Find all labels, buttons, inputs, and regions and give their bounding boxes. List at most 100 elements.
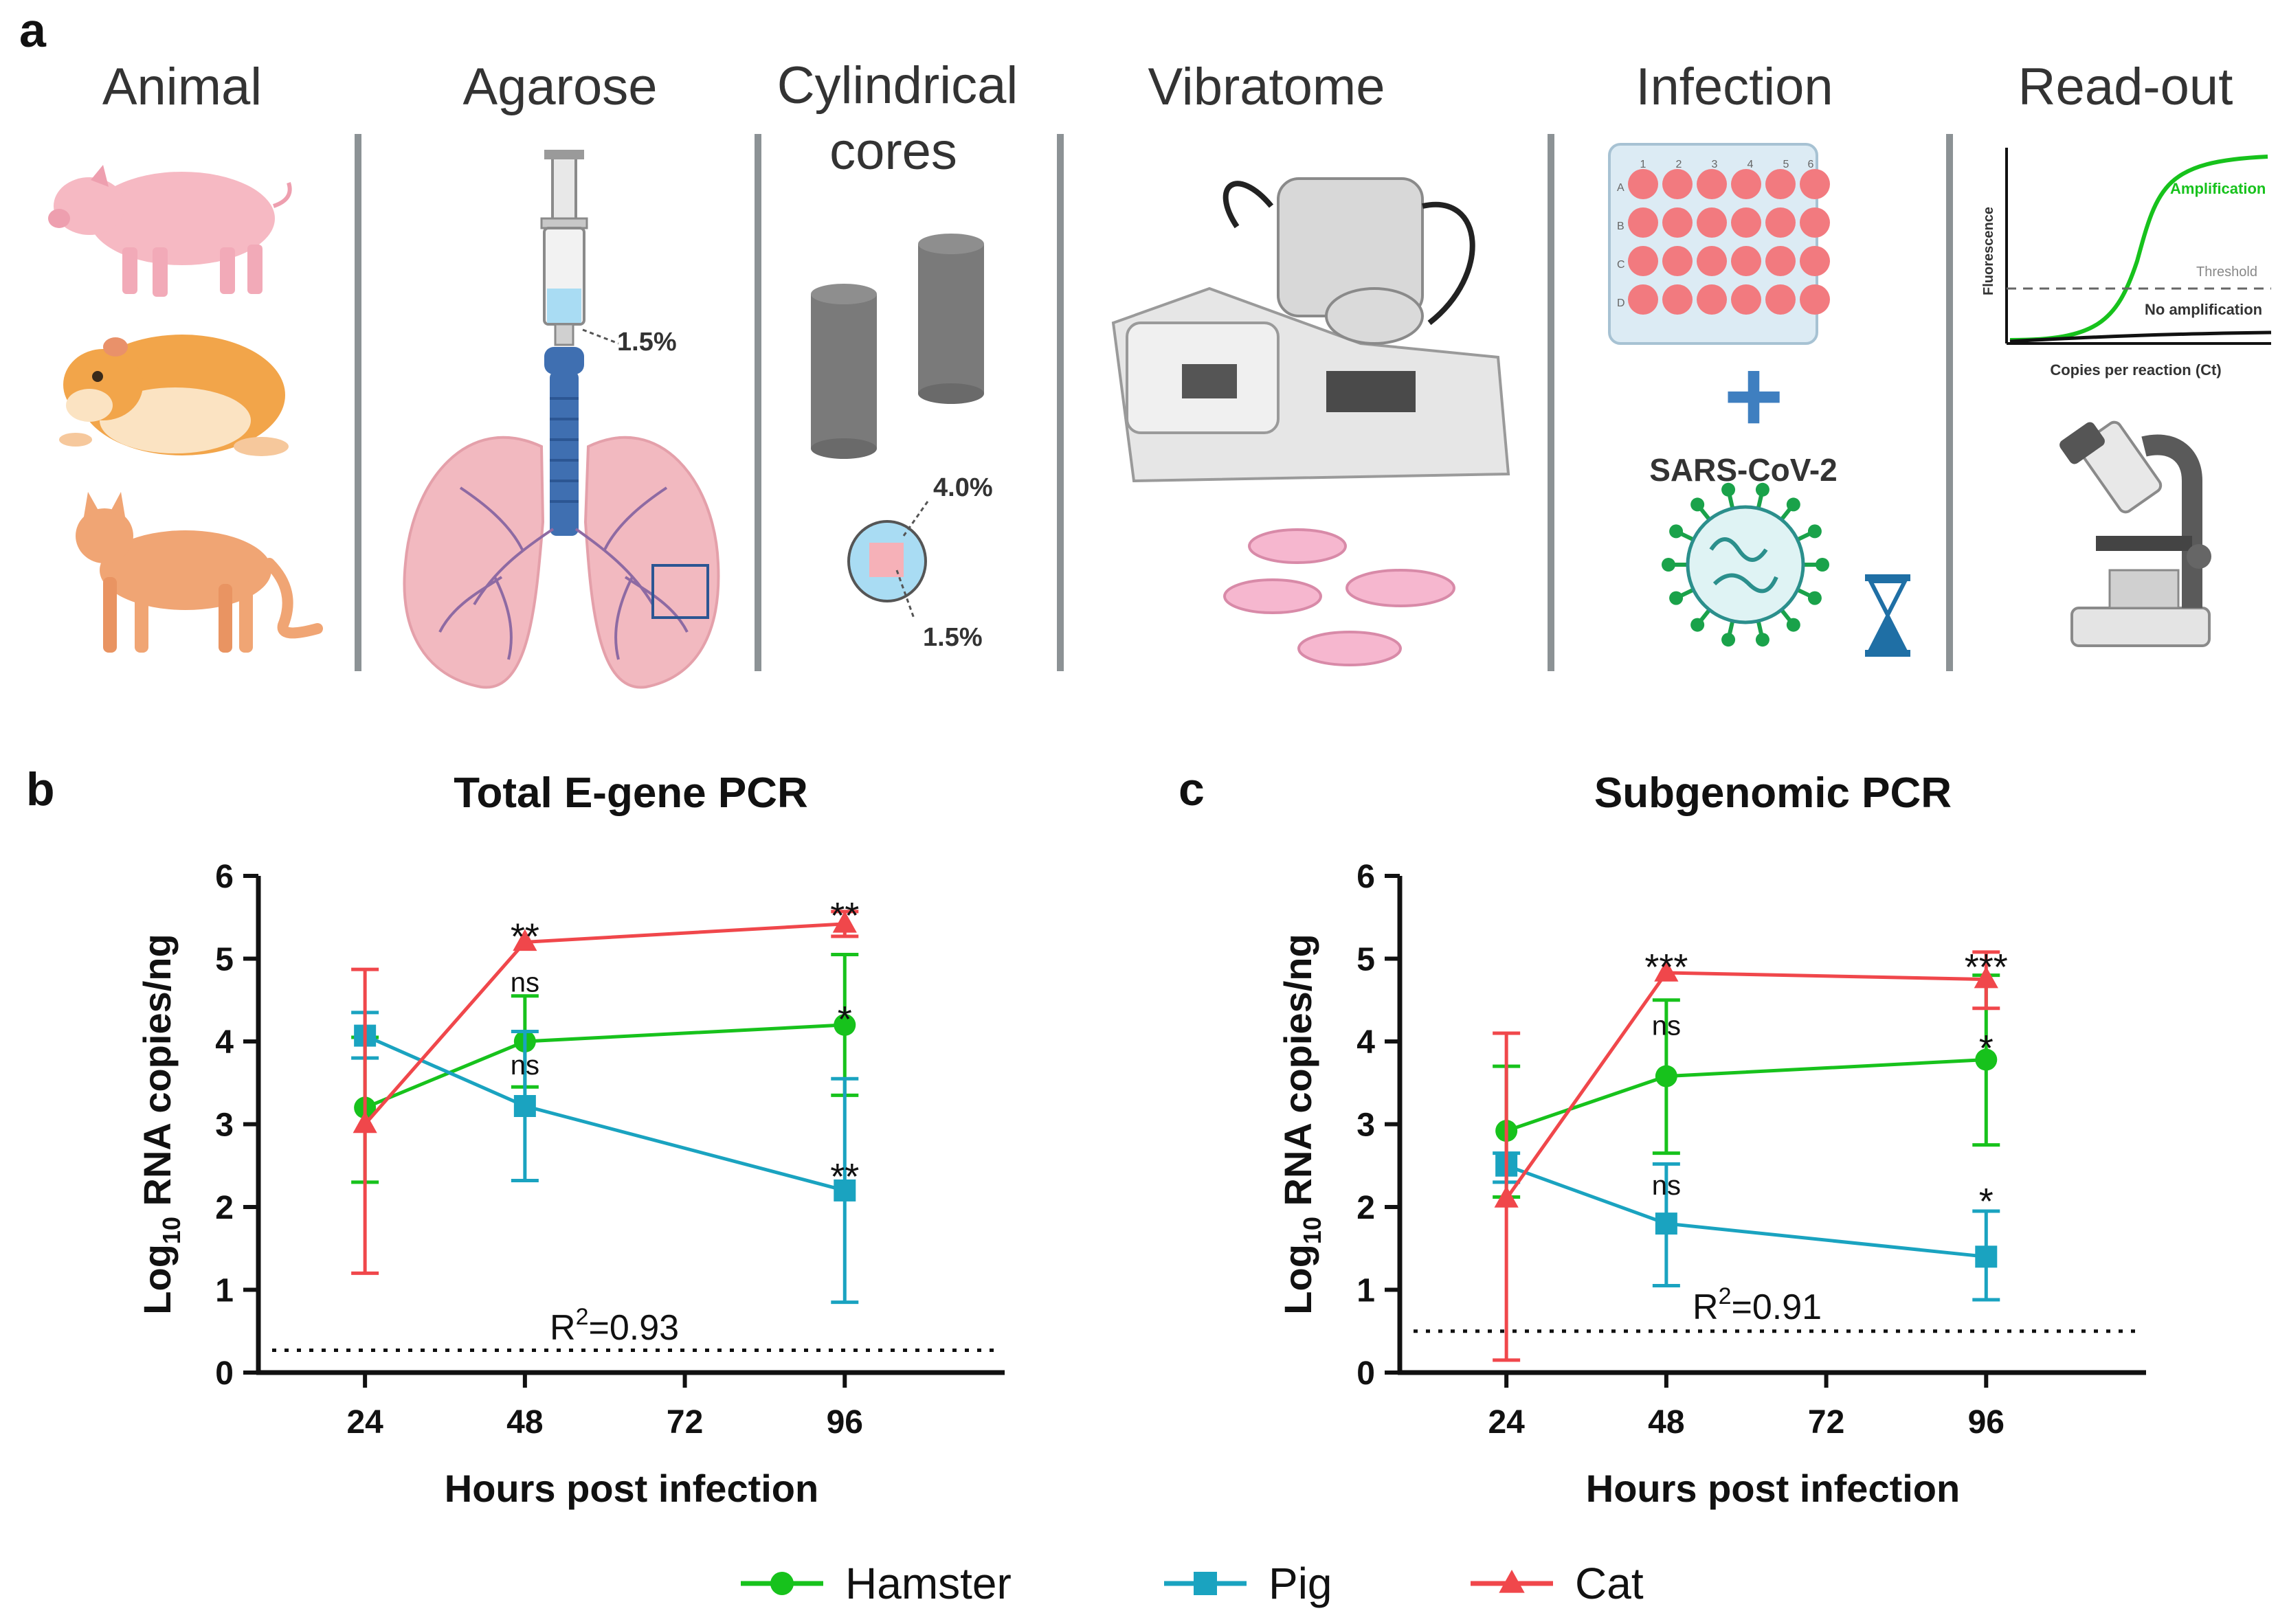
y-tick-label: 5 xyxy=(1356,942,1375,978)
virus-spike-head xyxy=(1786,618,1800,632)
panel-letter-b: b xyxy=(26,763,55,815)
well xyxy=(1697,284,1727,315)
divider-3 xyxy=(1057,134,1064,671)
plate-col-labels: 1 2 3 4 5 6 xyxy=(1640,159,1814,170)
well xyxy=(1765,169,1796,199)
y-axis-label-suffix: RNA copies/ng xyxy=(135,934,179,1217)
well xyxy=(1628,207,1658,238)
x-tick-label: 24 xyxy=(1488,1404,1525,1441)
legend-item-cat: Cat xyxy=(1471,1559,1644,1608)
y-tick-label: 2 xyxy=(1356,1190,1375,1226)
data-point xyxy=(353,1111,377,1134)
well xyxy=(1765,207,1796,238)
series-pig xyxy=(1493,1151,2000,1302)
plate-row-label: C xyxy=(1617,259,1625,271)
hamster-illustration xyxy=(59,335,289,456)
virus-spike-head xyxy=(1786,497,1800,512)
r-squared-value: =0.93 xyxy=(588,1308,679,1348)
significance-label: ns xyxy=(511,968,539,998)
series-cat xyxy=(351,910,859,1275)
y-tick-label: 1 xyxy=(1356,1273,1375,1309)
y-axis-label-subscript: 10 xyxy=(157,1217,186,1244)
plate-row-label: D xyxy=(1617,297,1625,309)
readout-threshold-label: Threshold xyxy=(2196,264,2257,280)
pig-illustration xyxy=(48,165,292,297)
data-point xyxy=(1494,1186,1519,1208)
well xyxy=(1662,284,1693,315)
y-tick-label: 3 xyxy=(215,1107,234,1144)
x-tick-label: 48 xyxy=(1648,1404,1684,1441)
panel-a: a Animal Agarose Cylindrical cores Vibra… xyxy=(19,3,2272,689)
virus-spike-head xyxy=(1669,591,1684,605)
plate-col-label: 2 xyxy=(1676,159,1682,170)
well xyxy=(1662,246,1693,276)
series-pig xyxy=(351,1011,859,1305)
x-axis-label: Hours post infection xyxy=(1586,1467,1960,1510)
x-axis-label: Hours post infection xyxy=(445,1467,818,1510)
virus-label: SARS-CoV-2 xyxy=(1649,452,1837,488)
step-title-infection: Infection xyxy=(1635,58,1833,116)
x-tick-label: 96 xyxy=(1968,1404,2005,1441)
step-dividers xyxy=(355,134,1953,671)
readout-xlabel: Copies per reaction (Ct) xyxy=(2050,361,2221,379)
data-point xyxy=(832,911,857,933)
virus-spike-head xyxy=(1816,558,1829,572)
series-cat xyxy=(1493,950,2000,1362)
cat-illustration xyxy=(76,492,323,653)
y-tick-label: 3 xyxy=(1356,1107,1375,1144)
legend-label: Hamster xyxy=(845,1559,1012,1608)
well xyxy=(1800,284,1830,315)
well xyxy=(1697,169,1727,199)
y-axis-label: Log10 RNA copies/ng xyxy=(135,934,186,1314)
step-title-readout: Read-out xyxy=(2018,58,2233,116)
core-outer-percent-label: 4.0% xyxy=(933,473,993,502)
well xyxy=(1628,284,1658,315)
data-point xyxy=(1655,1065,1677,1087)
r-squared-value: =0.91 xyxy=(1731,1287,1822,1327)
data-point xyxy=(1974,966,1998,989)
data-point xyxy=(513,929,537,951)
significance-label: ns xyxy=(1652,1171,1681,1201)
readout-qpcr-plot: Fluorescence Copies per reaction (Ct) Am… xyxy=(1981,148,2272,379)
legend: Hamster Pig Cat xyxy=(741,1559,1644,1608)
plate-col-label: 6 xyxy=(1808,159,1814,170)
legend-marker xyxy=(1499,1569,1525,1593)
significance-label: *** xyxy=(1965,947,2008,988)
r-squared-label: R2=0.93 xyxy=(550,1304,679,1348)
hourglass-icon xyxy=(1865,574,1910,657)
x-tick-label: 24 xyxy=(346,1404,383,1441)
data-point xyxy=(513,1094,536,1117)
chart-title: Subgenomic PCR xyxy=(1594,769,1952,817)
significance-label: * xyxy=(838,999,852,1040)
plate-row-labels: A B C D xyxy=(1617,182,1625,309)
virus-spike-head xyxy=(1807,591,1822,605)
plate-col-label: 5 xyxy=(1783,159,1789,170)
agarose-percent-label: 1.5% xyxy=(617,328,677,357)
lung-illustration: 1.5% xyxy=(403,150,720,689)
r-squared-sup: 2 xyxy=(576,1304,589,1330)
y-tick-label: 6 xyxy=(215,859,234,895)
y-axis-label-suffix: RNA copies/ng xyxy=(1276,934,1319,1217)
significance-label: ns xyxy=(511,1050,539,1081)
legend-label: Pig xyxy=(1269,1559,1332,1608)
virus-spike-head xyxy=(1669,524,1684,539)
data-point xyxy=(1975,1048,1998,1071)
x-tick-label: 48 xyxy=(506,1404,543,1441)
y-tick-label: 0 xyxy=(215,1355,234,1392)
core-inner-percent-label: 1.5% xyxy=(923,623,983,652)
series-line xyxy=(1505,971,1987,1200)
virus-spike-head xyxy=(1721,633,1736,647)
data-point xyxy=(1654,960,1679,982)
series-line xyxy=(364,922,845,1126)
well xyxy=(1731,246,1761,276)
significance-label: ns xyxy=(1652,1011,1681,1041)
wells xyxy=(1628,169,1830,315)
plate-col-label: 1 xyxy=(1640,159,1646,170)
well-plate: 1 2 3 4 5 6 A B C D xyxy=(1608,143,1830,345)
data-point xyxy=(1655,1213,1677,1235)
plate-col-label: 4 xyxy=(1748,159,1754,170)
plate-row-label: A xyxy=(1617,182,1624,194)
legend-label: Cat xyxy=(1575,1559,1644,1608)
virus-spike-head xyxy=(1807,524,1822,539)
